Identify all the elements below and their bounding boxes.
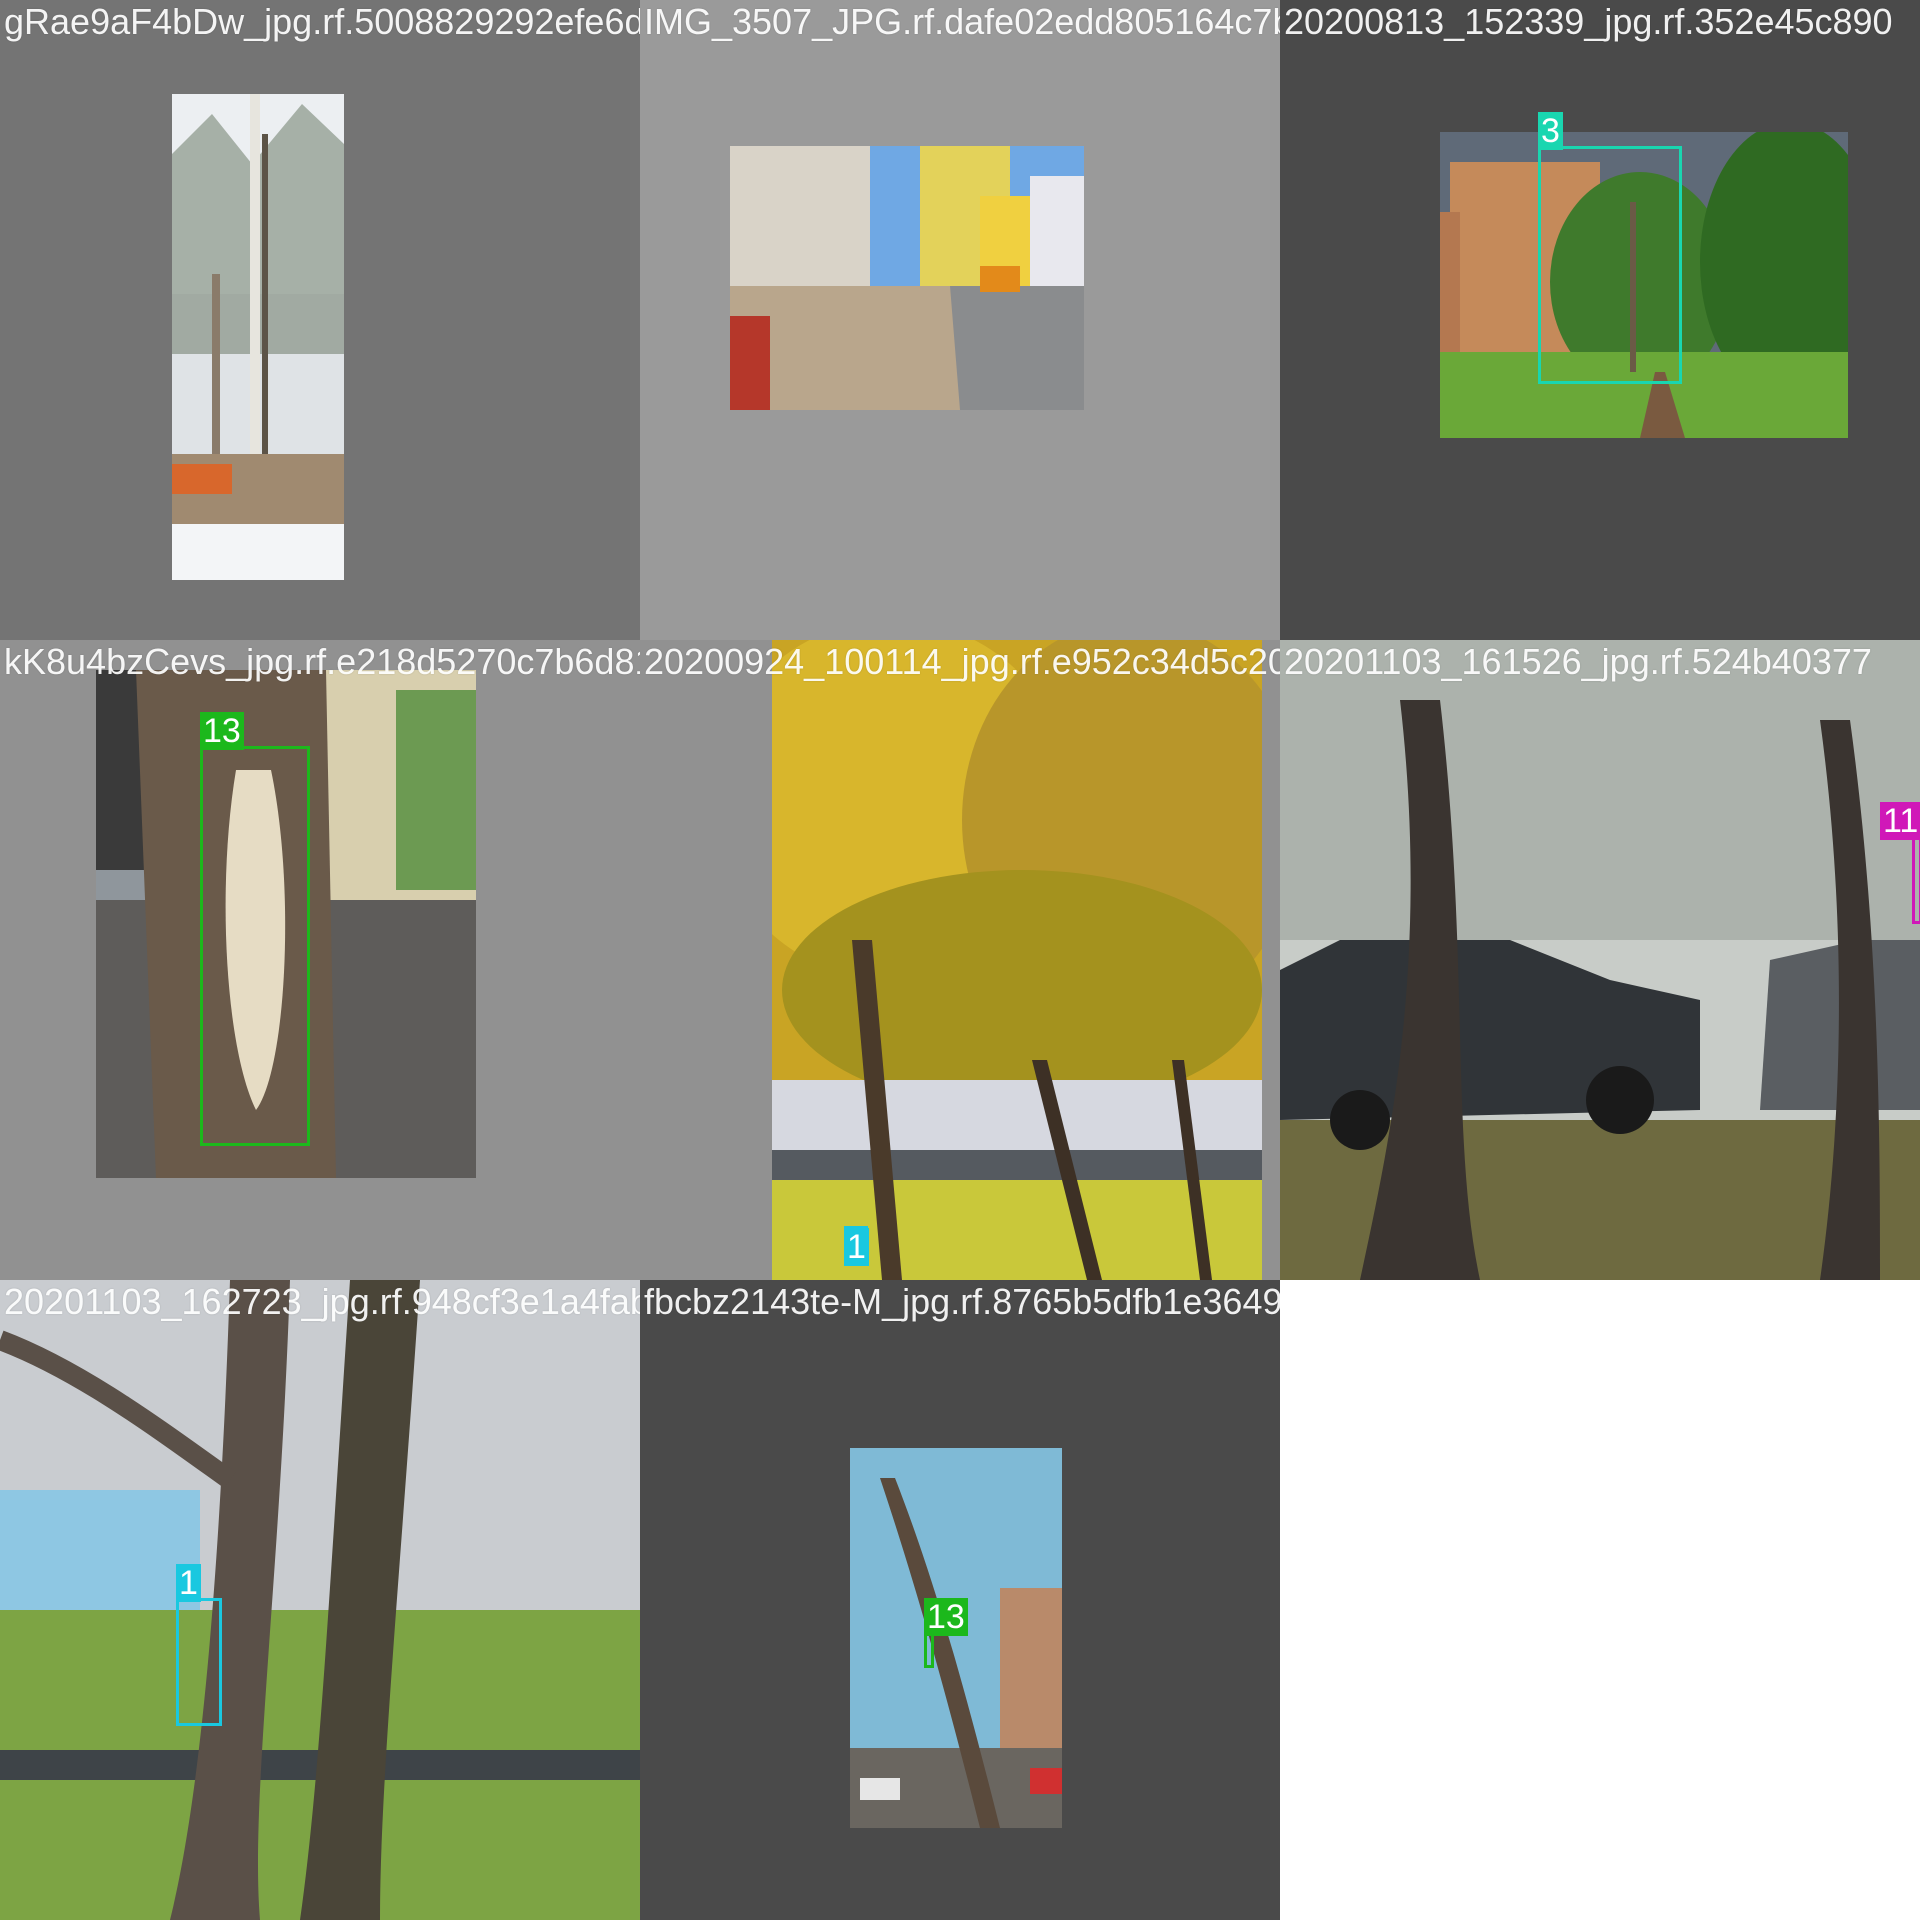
detection-label: 1	[844, 1228, 869, 1266]
tile-5: 1 20200924_100114_jpg.rf.e952c34d5c20201	[640, 640, 1280, 1280]
tile-7: 1 20201103_162723_jpg.rf.948cf3e1a4fab	[0, 1280, 640, 1920]
tile-4: 13 kK8u4bzCevs_jpg.rf.e218d5270c7b6d8128…	[0, 640, 640, 1280]
photo-autumn-trees	[772, 640, 1262, 1280]
detection-box	[924, 1632, 934, 1668]
tile-1: gRae9aF4bDw_jpg.rf.5008829292efe6dd0c352…	[0, 0, 640, 640]
detection-label: 3	[1538, 112, 1563, 150]
tile-caption: 20201103_161526_jpg.rf.524b40377	[1284, 641, 1872, 682]
tile-caption: kK8u4bzCevs_jpg.rf.e218d5270c7b6d8128002	[4, 641, 640, 682]
photo-birch-snow	[172, 94, 344, 580]
photo-multi-trunk-tree	[0, 1280, 640, 1920]
tile-caption: gRae9aF4bDw_jpg.rf.5008829292efe6dd0c352…	[4, 1, 640, 42]
detection-box	[176, 1598, 222, 1726]
detection-label: 13	[924, 1598, 968, 1636]
tile-caption: IMG_3507_JPG.rf.dafe02edd805164c7b2b5312	[644, 1, 1280, 42]
tile-caption: 20201103_162723_jpg.rf.948cf3e1a4fab	[4, 1281, 640, 1322]
tile-caption: 20200924_100114_jpg.rf.e952c34d5c20201	[644, 641, 1280, 682]
detection-label: 13	[200, 712, 244, 750]
tile-caption: fbcbz2143te-M_jpg.rf.8765b5dfb1e3649f399…	[644, 1281, 1280, 1322]
tile-8: 13 fbcbz2143te-M_jpg.rf.8765b5dfb1e3649f…	[640, 1280, 1280, 1920]
photo-green-park	[1440, 132, 1848, 438]
photo-trunk-wound	[96, 670, 476, 1178]
photo-leaning-tree	[850, 1448, 1062, 1828]
tile-3: 3 20200813_152339_jpg.rf.352e45c890	[1280, 0, 1920, 640]
photo-street-construction	[730, 146, 1084, 410]
detection-box	[200, 746, 310, 1146]
detection-box	[1538, 146, 1682, 384]
tile-2: IMG_3507_JPG.rf.dafe02edd805164c7b2b5312	[640, 0, 1280, 640]
photo-parked-cars	[1280, 640, 1920, 1280]
tile-6: 11 20201103_161526_jpg.rf.524b40377	[1280, 640, 1920, 1280]
tile-caption: 20200813_152339_jpg.rf.352e45c890	[1284, 1, 1893, 42]
detection-label: 1	[176, 1564, 201, 1602]
detection-label: 11	[1880, 802, 1920, 840]
